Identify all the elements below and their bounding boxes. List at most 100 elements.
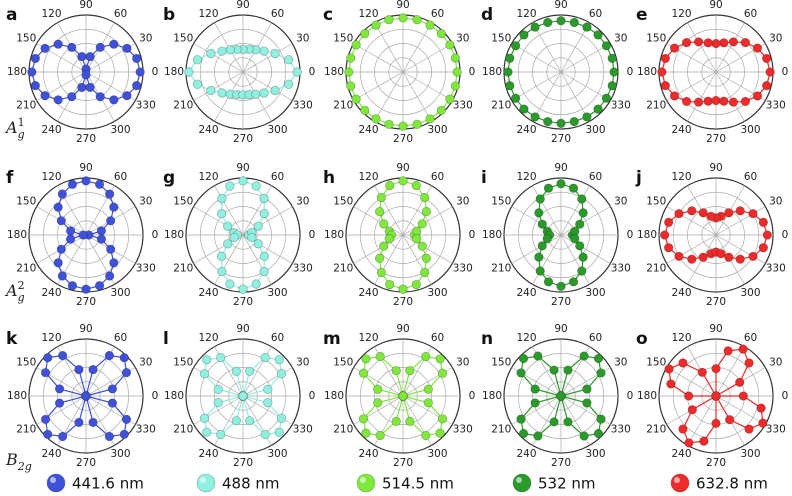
data-point <box>56 244 66 254</box>
data-point <box>206 85 216 96</box>
row-label-base: A <box>4 118 18 137</box>
angle-label: 0 <box>627 66 634 78</box>
data-point <box>81 391 91 401</box>
data-point <box>575 241 585 251</box>
angle-label: 30 <box>296 196 309 208</box>
angle-label: 0 <box>782 229 789 241</box>
angular-grid <box>532 234 562 285</box>
angle-label: 120 <box>358 8 378 20</box>
data-point <box>748 251 758 261</box>
angle-label: 90 <box>396 0 409 11</box>
data-point <box>217 251 227 261</box>
angle-label: 0 <box>469 229 476 241</box>
angle-label: 330 <box>453 263 473 275</box>
angle-label: 150 <box>173 357 193 369</box>
data-point <box>537 241 547 251</box>
polar-panel: 0 30 60 90 120 150 180 210 240 270 300 330 i <box>481 162 633 308</box>
data-point <box>534 208 544 218</box>
data-point <box>238 284 248 294</box>
angle-label: 150 <box>333 357 353 369</box>
angle-label: 150 <box>16 357 36 369</box>
data-point <box>375 351 385 362</box>
panel-letter: d <box>481 5 493 25</box>
angle-label: 0 <box>152 390 159 402</box>
data-point <box>238 176 248 186</box>
data-point <box>660 80 670 91</box>
data-point <box>40 91 50 101</box>
angle-label: 0 <box>469 390 476 402</box>
data-point <box>376 192 386 203</box>
data-point <box>681 96 692 107</box>
angle-label: 210 <box>333 263 353 275</box>
data-point <box>758 243 768 253</box>
data-point <box>516 414 526 424</box>
angular-grid <box>402 71 432 122</box>
angle-label: 60 <box>589 332 602 344</box>
angle-label: 180 <box>482 66 502 78</box>
data-point <box>535 266 545 276</box>
angle-label: 180 <box>324 229 344 241</box>
data-point <box>121 414 132 424</box>
data-point <box>54 398 65 408</box>
data-point <box>199 369 210 379</box>
data-point <box>384 234 394 244</box>
data-point <box>563 365 573 375</box>
angular-grid <box>666 206 717 236</box>
angle-label: 210 <box>16 100 36 112</box>
angle-label: 330 <box>453 100 473 112</box>
data-point <box>67 281 78 291</box>
angle-label: 330 <box>766 263 786 275</box>
data-point <box>251 279 261 289</box>
angle-label: 330 <box>611 100 631 112</box>
data-point <box>259 193 269 204</box>
angle-label: 270 <box>706 457 726 469</box>
angle-label: 150 <box>646 196 666 208</box>
data-point <box>596 414 606 424</box>
angle-label: 90 <box>396 162 409 174</box>
angular-grid <box>402 43 453 73</box>
data-point <box>375 253 385 263</box>
data-point <box>699 436 709 446</box>
angle-label: 210 <box>173 424 193 436</box>
panel-letter: b <box>163 5 175 25</box>
angle-label: 210 <box>173 263 193 275</box>
data-point <box>284 79 294 89</box>
angular-grid <box>511 206 562 236</box>
angle-label: 240 <box>358 287 378 299</box>
data-point <box>379 241 389 251</box>
data-point <box>417 241 427 251</box>
angular-grid <box>353 71 404 101</box>
data-point <box>436 29 446 39</box>
data-point <box>445 94 455 104</box>
data-point <box>452 67 462 77</box>
angular-grid <box>715 346 745 397</box>
angle-label: 90 <box>709 0 722 11</box>
angular-grid <box>666 367 717 397</box>
angle-label: 60 <box>431 332 444 344</box>
data-point <box>450 81 460 91</box>
data-point <box>225 181 235 191</box>
angle-label: 60 <box>271 171 284 183</box>
legend-swatch <box>356 473 376 493</box>
angle-label: 120 <box>516 171 536 183</box>
data-point <box>687 206 697 216</box>
panel-letter: n <box>481 329 493 349</box>
data-point <box>593 353 604 364</box>
angle-label: 30 <box>139 33 152 45</box>
data-point <box>530 398 540 408</box>
angle-label: 0 <box>309 229 316 241</box>
angle-label: 240 <box>516 124 536 136</box>
angle-label: 60 <box>744 332 757 344</box>
angle-label: 180 <box>164 66 184 78</box>
angle-label: 270 <box>706 133 726 145</box>
angle-label: 300 <box>110 287 130 299</box>
data-point <box>58 431 68 442</box>
data-point <box>385 279 395 290</box>
angular-grid <box>511 71 562 101</box>
data-point <box>420 192 430 203</box>
data-point <box>259 266 269 277</box>
data-point <box>361 428 371 438</box>
data-point <box>263 398 273 408</box>
data-point <box>687 254 697 264</box>
angular-grid <box>687 71 717 122</box>
